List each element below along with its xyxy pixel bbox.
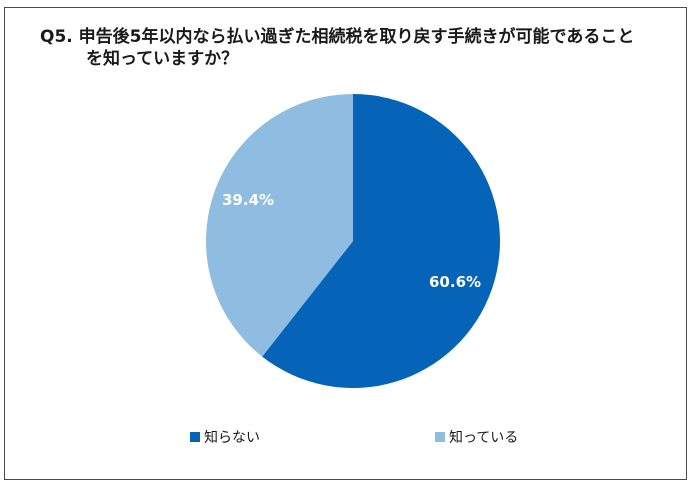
legend-label-not-aware: 知らない — [204, 430, 260, 446]
title-line-1: Q5. 申告後5年以内なら払い過ぎた相続税を取り戻す手続きが可能であること — [40, 27, 635, 47]
data-label-not-aware: 60.6% — [429, 273, 482, 291]
legend-item-aware: 知っている — [435, 427, 518, 447]
legend-swatch-not-aware — [190, 432, 200, 442]
legend-item-not-aware: 知らない — [190, 427, 260, 447]
chart-title: Q5. 申告後5年以内なら払い過ぎた相続税を取り戻す手続きが可能であること を知… — [40, 26, 634, 70]
legend-swatch-aware — [435, 432, 445, 442]
data-label-aware: 39.4% — [222, 191, 275, 209]
pie-slice-not-aware — [262, 94, 500, 388]
title-line-2: を知っていますか？ — [86, 49, 239, 69]
legend-label-aware: 知っている — [449, 430, 519, 446]
pie-slice-aware — [205, 94, 353, 357]
